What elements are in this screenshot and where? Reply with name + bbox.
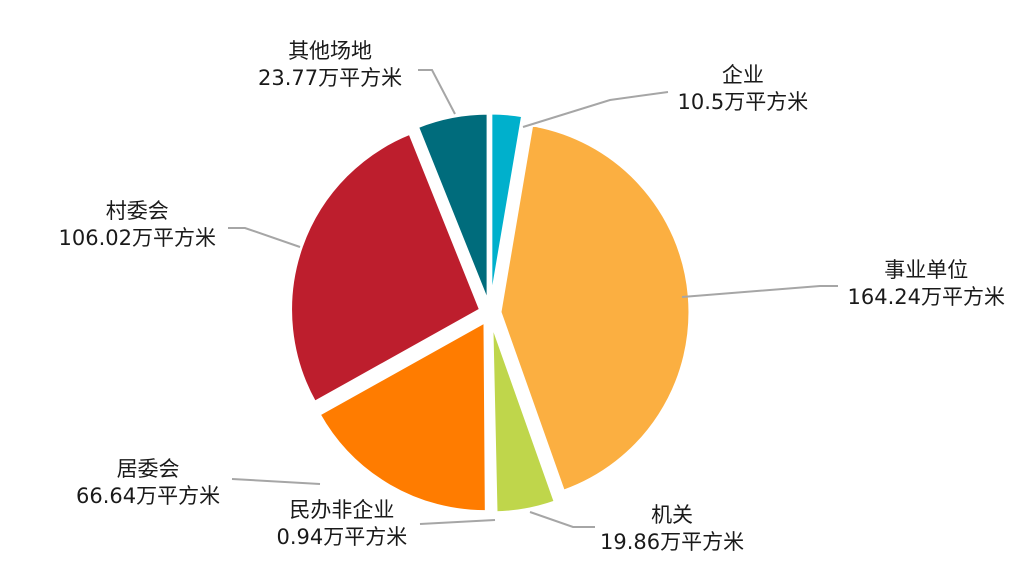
slice-label: 村委会 106.02万平方米 [59,198,216,252]
slice-label-value: 106.02万平方米 [58,226,216,250]
slice-label-name: 民办非企业 [289,498,395,522]
pie-slices [289,111,692,515]
leader-line-qita [418,69,456,115]
pie-slice [490,322,558,515]
pie-slice [415,111,490,304]
pie-slice [488,322,496,515]
slice-label-name: 机关 [651,503,694,527]
slice-label-value: 0.94万平方米 [276,525,408,549]
pie-slice [317,319,488,514]
slice-label-value: 66.64万平方米 [76,484,221,508]
slice-label-value: 23.77万平方米 [258,66,403,90]
leader-lines [228,69,838,528]
leader-line-minban [419,519,496,525]
slice-label-name: 事业单位 [884,258,969,282]
slice-label-name: 其他场地 [288,39,373,63]
slice-label: 民办非企业 0.94万平方米 [277,497,408,551]
slice-label: 居委会 66.64万平方米 [76,456,220,510]
leader-line-qiye [522,91,669,128]
leader-line-cunweihui [228,227,301,248]
slice-label-value: 10.5万平方米 [677,90,809,114]
pie-slice [489,111,525,304]
slice-label-value: 164.24万平方米 [847,285,1005,309]
slice-label-name: 村委会 [105,199,169,223]
leader-line-juweihui [231,478,321,485]
slice-label: 机关 19.86万平方米 [600,502,744,556]
slice-label: 其他场地 23.77万平方米 [258,38,402,92]
leader-line-jiguan [529,511,595,528]
slice-label: 企业 10.5万平方米 [678,62,809,116]
leader-line-shiye [681,285,838,298]
pie-slice [289,131,483,405]
slice-label-name: 居委会 [116,457,180,481]
slice-label: 事业单位 164.24万平方米 [848,257,1005,311]
slice-label-name: 企业 [721,63,764,87]
slice-label-value: 19.86万平方米 [600,530,745,554]
